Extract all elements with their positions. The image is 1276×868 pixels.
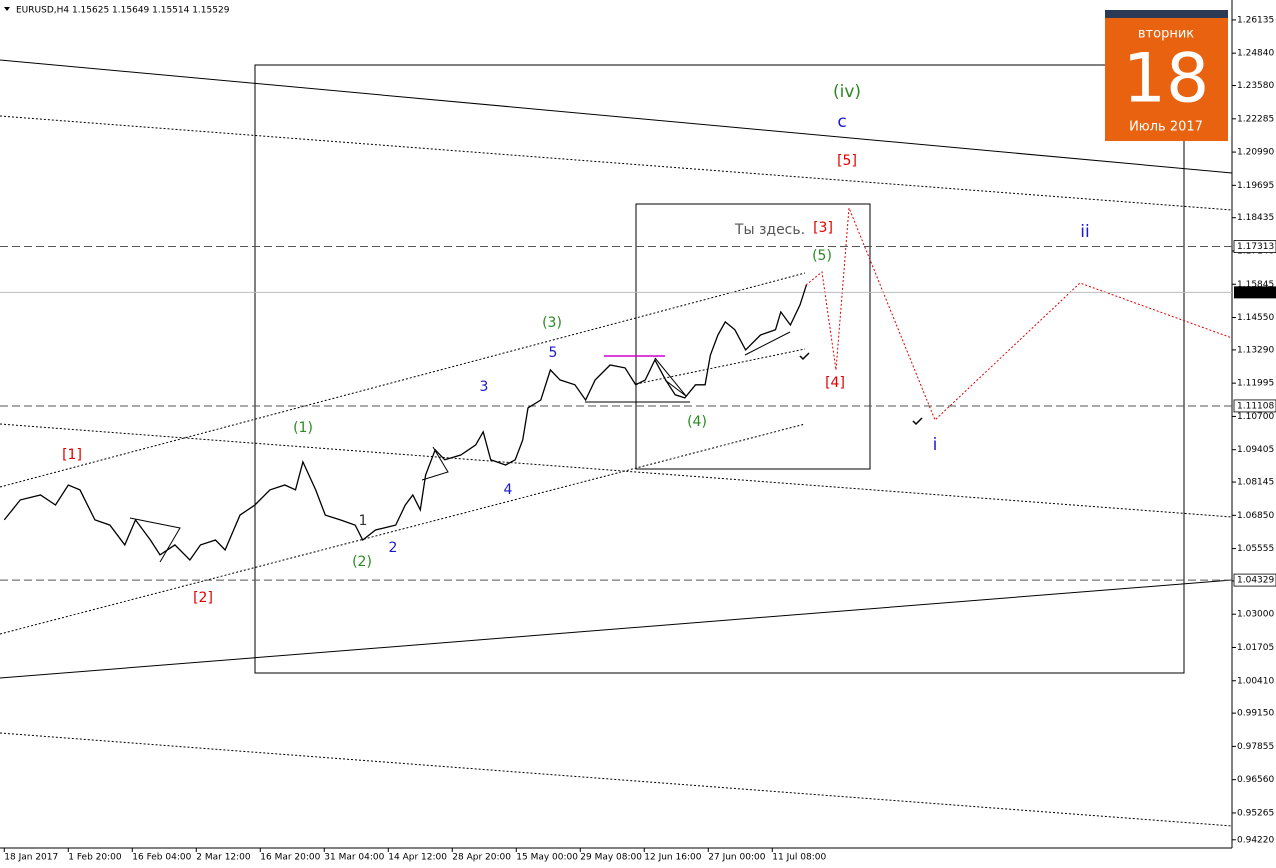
current-price-box: [1234, 286, 1276, 299]
calendar-day: 18: [1123, 40, 1210, 119]
y-tick-label: 1.14550: [1237, 313, 1274, 323]
check-mark: [799, 352, 810, 361]
y-tick-label: 1.01705: [1237, 643, 1274, 653]
y-tick-label: 1.18435: [1237, 213, 1274, 223]
y-tick-label: 1.06850: [1237, 511, 1274, 521]
level-label: 1.11108: [1237, 401, 1274, 411]
x-tick-label: 29 May 08:00: [580, 853, 642, 863]
y-tick-label: 1.03000: [1237, 610, 1274, 620]
y-tick-label: 1.15845: [1237, 280, 1274, 290]
wave-label: i: [933, 435, 938, 455]
level-label-box: [1233, 399, 1276, 413]
wave-label: [3]: [813, 220, 833, 236]
wave-label: (4): [687, 414, 707, 430]
x-tick-label: 2 Mar 12:00: [196, 853, 251, 863]
x-tick-label: 15 May 00:00: [516, 853, 578, 863]
y-tick-label: 0.97855: [1237, 742, 1274, 752]
frame-box: [635, 203, 871, 470]
level-label-box: [1233, 573, 1276, 587]
wave-label: 1: [359, 513, 368, 529]
channel-line: [0, 423, 806, 635]
calendar-binding: [1105, 10, 1228, 18]
wave-label: 4: [504, 482, 513, 498]
menu-arrow: [4, 7, 10, 11]
wave-label: 5: [549, 345, 558, 361]
x-tick-label: 31 Mar 04:00: [324, 853, 384, 863]
y-tick-label: 1.09405: [1237, 445, 1274, 455]
y-tick-label: 1.05555: [1237, 544, 1274, 554]
channel-line: [0, 272, 806, 488]
x-tick-label: 28 Apr 20:00: [452, 853, 511, 863]
y-tick-label: 1.24840: [1237, 49, 1274, 59]
wave-label: [2]: [193, 590, 213, 606]
frame-box: [254, 64, 1185, 674]
wave-label: (1): [293, 420, 313, 436]
dotted-line: [0, 423, 1233, 518]
chart-title: EURUSD,H4 1.15625 1.15649 1.15514 1.1552…: [16, 6, 230, 16]
y-tick-label: 1.26135: [1237, 15, 1274, 25]
x-tick-label: 14 Apr 12:00: [388, 853, 447, 863]
y-tick-label: 1.19695: [1237, 181, 1274, 191]
level-label: 1.17313: [1237, 242, 1274, 252]
calendar-month: Июль 2017: [1129, 120, 1203, 135]
trend-line: [0, 579, 1233, 679]
wave-label: c: [837, 112, 846, 132]
x-tick-label: 12 Jun 16:00: [644, 853, 701, 863]
wave-label: Ты здесь.: [734, 222, 805, 238]
current-price-label: 1.15529: [1237, 288, 1274, 298]
level-label-box: [1233, 240, 1276, 253]
level-label: 1.04329: [1237, 576, 1274, 586]
wedge: [421, 446, 449, 481]
wave-label: (iv): [833, 82, 861, 102]
dotted-line: [0, 732, 1233, 827]
x-tick-label: 1 Feb 20:00: [68, 853, 122, 863]
projection-path: [805, 207, 1233, 421]
wave-label: [4]: [825, 375, 845, 391]
wave-label: 3: [480, 379, 489, 395]
x-tick-label: 27 Jun 00:00: [708, 853, 765, 863]
y-tick-label: 0.99150: [1237, 709, 1274, 719]
y-tick-label: 1.22285: [1237, 114, 1274, 124]
wave-label: 2: [389, 540, 398, 556]
wave-label: (5): [812, 248, 832, 264]
x-tick-label: 16 Feb 04:00: [132, 853, 191, 863]
x-tick-label: 16 Mar 20:00: [260, 853, 320, 863]
y-tick-label: 1.08145: [1237, 478, 1274, 488]
trend-line: [0, 59, 1233, 174]
y-tick-label: 1.11995: [1237, 379, 1274, 389]
y-tick-label: 1.13290: [1237, 345, 1274, 355]
y-tick-label: 1.23580: [1237, 81, 1274, 91]
price-line: [3, 284, 808, 562]
check-mark: [912, 417, 923, 426]
y-tick-label: 0.94220: [1237, 835, 1274, 845]
dotted-line: [0, 115, 1233, 211]
wedge: [744, 331, 791, 356]
wave-label: [1]: [62, 447, 82, 463]
wave-label: [5]: [837, 153, 857, 169]
calendar-weekday: вторник: [1138, 27, 1194, 42]
y-tick-label: 1.10700: [1237, 412, 1274, 422]
y-tick-label: 0.95265: [1237, 808, 1274, 818]
drawings: [0, 0, 1233, 849]
x-tick-label: 18 Jan 2017: [4, 853, 58, 863]
wave-label: ii: [1080, 222, 1089, 242]
wave-label: (2): [352, 554, 372, 570]
calendar-body: [1105, 14, 1228, 141]
y-tick-label: 1.00410: [1237, 676, 1274, 686]
x-tick-label: 11 Jul 08:00: [772, 853, 826, 863]
y-tick-label: 0.96560: [1237, 775, 1274, 785]
wave-label: (3): [542, 315, 562, 331]
y-tick-label: 1.20990: [1237, 148, 1274, 158]
calendar: вторник 18 Июль 2017: [1105, 10, 1228, 141]
